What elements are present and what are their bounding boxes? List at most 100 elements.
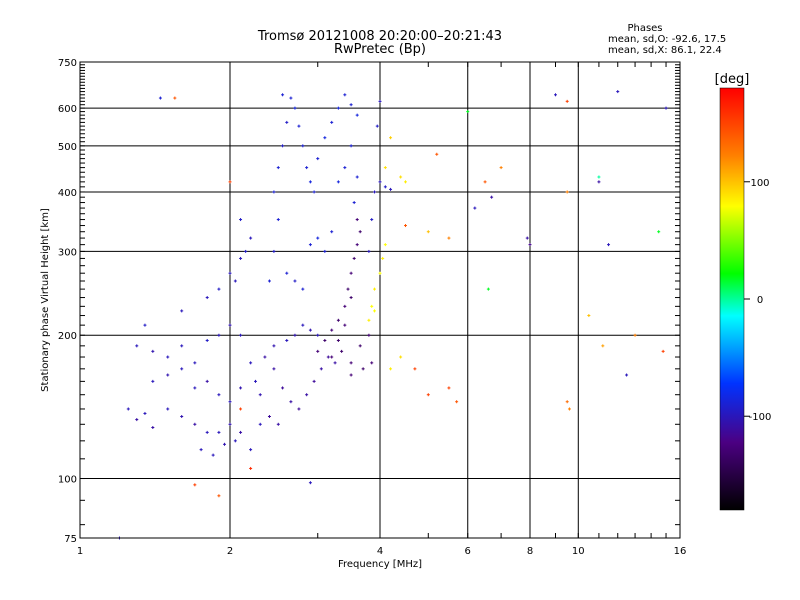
scatter-point [373, 309, 377, 313]
scatter-point [587, 314, 591, 318]
scatter-point [305, 166, 309, 170]
scatter-point [378, 271, 382, 275]
scatter-point [355, 218, 359, 222]
scatter-point [126, 407, 130, 411]
scatter-point [367, 333, 371, 337]
scatter-point [180, 309, 184, 313]
x-tick-label: 16 [674, 546, 687, 557]
scatter-point [389, 367, 393, 371]
colorbar-tick-label: 100 [750, 178, 769, 189]
scatter-point [316, 236, 320, 240]
y-tick-label: 500 [58, 142, 77, 153]
scatter-point [336, 180, 340, 184]
scatter-point [289, 400, 293, 404]
scatter-point [217, 430, 221, 434]
grid [80, 62, 680, 538]
scatter-point [499, 166, 503, 170]
scatter-point [249, 448, 253, 452]
scatter-point [205, 430, 209, 434]
scatter-point [343, 304, 347, 308]
scatter-point [285, 120, 289, 124]
scatter-point [312, 379, 316, 383]
scatter-point [330, 120, 334, 124]
scatter-point [233, 279, 237, 283]
scatter-point [330, 328, 334, 332]
scatter-point [565, 400, 569, 404]
scatter-point [239, 218, 243, 222]
scatter-point [597, 175, 601, 179]
scatter-point [276, 166, 280, 170]
scatter-point [272, 344, 276, 348]
scatter-point [326, 355, 330, 359]
scatter-point [135, 344, 139, 348]
scatter-point [253, 379, 257, 383]
scatter-point [239, 407, 243, 411]
scatter-point [399, 355, 403, 359]
scatter-point [323, 338, 327, 342]
scatter-point [249, 466, 253, 470]
scatter-point [403, 224, 407, 228]
scatter-point [239, 386, 243, 390]
scatter-point [375, 124, 379, 128]
scatter-point [399, 175, 403, 179]
scatter-point [180, 344, 184, 348]
scatter-point [267, 279, 271, 283]
scatter-point [616, 90, 620, 94]
scatter-point [199, 448, 203, 452]
scatter-point [228, 180, 232, 184]
scatter-point [664, 106, 668, 110]
scatter-point [381, 256, 385, 260]
scatter-point [370, 218, 374, 222]
scatter-points [117, 90, 668, 540]
scatter-point [447, 236, 451, 240]
x-axis-label: Frequency [MHz] [338, 559, 422, 570]
scatter-point [217, 287, 221, 291]
scatter-point [413, 367, 417, 371]
x-tick-label: 4 [377, 546, 383, 557]
stats-heading: Phases [627, 23, 662, 34]
scatter-point [258, 422, 262, 426]
scatter-point [301, 287, 305, 291]
stats-line-o: mean, sd,O: -92.6, 17.5 [608, 34, 726, 45]
scatter-point [340, 349, 344, 353]
scatter-point [205, 296, 209, 300]
scatter-point [473, 206, 477, 210]
scatter-point [151, 425, 155, 429]
scatter-point [352, 201, 356, 205]
scatter-point [276, 422, 280, 426]
scatter-point [239, 333, 243, 337]
x-tick-label: 1 [77, 546, 83, 557]
scatter-point [565, 190, 569, 194]
colorbar-tick-label: -100 [749, 412, 772, 423]
scatter-point [323, 249, 327, 253]
chart-title: Tromsø 20121008 20:20:00–20:21:43 [257, 29, 502, 44]
scatter-point [217, 393, 221, 397]
scatter-point [272, 367, 276, 371]
x-tick-label: 2 [227, 546, 233, 557]
scatter-point [483, 180, 487, 184]
scatter-point [293, 106, 297, 110]
scatter-point [336, 338, 340, 342]
scatter-point [597, 180, 601, 184]
scatter-point [343, 166, 347, 170]
scatter-point [349, 361, 353, 365]
scatter-point [228, 323, 232, 327]
scatter-point [211, 453, 215, 457]
scatter-point [180, 414, 184, 418]
scatter-point [607, 243, 611, 247]
scatter-point [486, 287, 490, 291]
scatter-point [205, 379, 209, 383]
scatter-point [349, 296, 353, 300]
scatter-point [276, 218, 280, 222]
y-tick-label: 750 [58, 58, 77, 69]
y-axis-label: Stationary phase Virtual Height [km] [40, 208, 51, 392]
scatter-point [308, 180, 312, 184]
scatter-point [297, 124, 301, 128]
y-tick-label: 400 [58, 188, 77, 199]
scatter-point [319, 367, 323, 371]
scatter-point [272, 190, 276, 194]
scatter-point [565, 99, 569, 103]
stats-line-x: mean, sd,X: 86.1, 22.4 [608, 45, 722, 56]
scatter-point [193, 386, 197, 390]
